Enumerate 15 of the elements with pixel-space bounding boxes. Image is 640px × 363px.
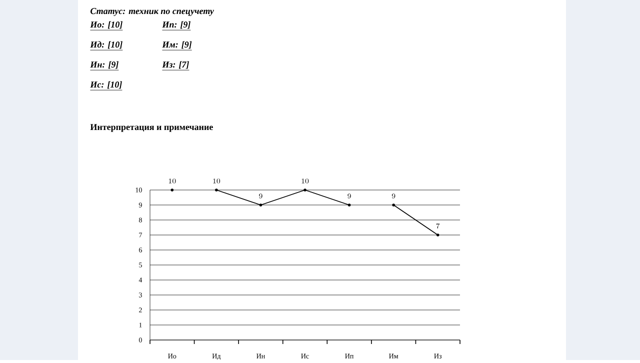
text: Статус: техник по спецучету bbox=[90, 8, 214, 16]
text: Ис: [10] bbox=[90, 81, 122, 89]
point bbox=[259, 204, 262, 206]
text: Ин: [9] bbox=[90, 61, 118, 69]
point bbox=[170, 188, 174, 192]
text: Ип: [9] bbox=[162, 21, 190, 29]
text: Из: [7] bbox=[162, 61, 189, 69]
point bbox=[392, 204, 395, 206]
text: Ид: [10] bbox=[90, 41, 122, 49]
point bbox=[215, 188, 218, 192]
point bbox=[348, 204, 351, 206]
text: Им: [9] bbox=[162, 41, 192, 49]
chart-title: Интерпретация и примечание bbox=[90, 124, 213, 132]
text: Ио: [10] bbox=[90, 21, 122, 29]
point bbox=[436, 234, 440, 236]
